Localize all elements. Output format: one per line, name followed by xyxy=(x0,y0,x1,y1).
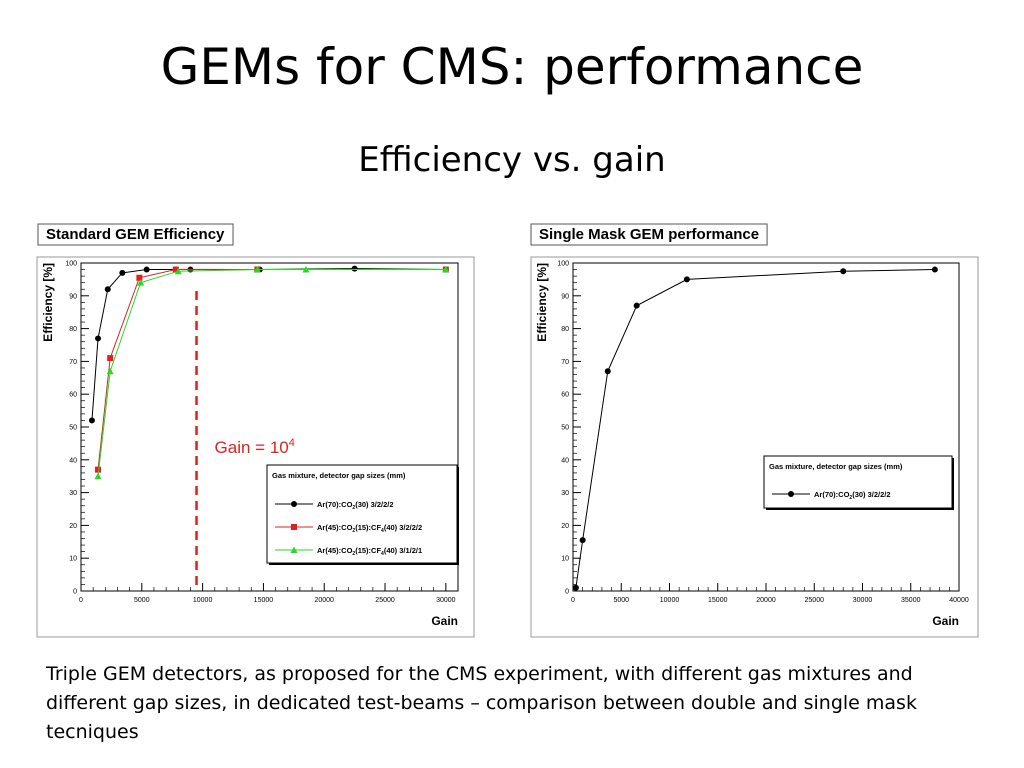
x-tick-label: 5000 xyxy=(134,597,150,604)
data-point xyxy=(174,267,182,275)
x-tick-label: 25000 xyxy=(805,597,825,604)
x-tick-label: 10000 xyxy=(193,597,213,604)
data-point xyxy=(572,584,579,591)
chart-title: Single Mask GEM performance xyxy=(539,226,759,243)
y-tick-label: 50 xyxy=(561,425,569,432)
series-0 xyxy=(88,265,449,424)
data-point xyxy=(931,266,938,273)
legend-box xyxy=(266,464,458,564)
data-point xyxy=(88,417,95,424)
slide-title: GEMs for CMS: performance xyxy=(160,38,864,96)
legend: Gas mixture, detector gap sizes (mm) Ar(7… xyxy=(763,455,954,510)
y-axis-label: Efficiency [%] xyxy=(535,263,549,342)
legend-entry: Ar(70):CO2(30) 3/2/2/2 xyxy=(814,490,891,501)
chart-single-mask-gem-performance: Single Mask GEM performance 0 10 20 30 40 50 60… xyxy=(530,223,979,638)
x-tick-label: 0 xyxy=(571,597,575,604)
legend-box xyxy=(763,455,953,509)
legend-entry: Ar(70):CO2(30) 3/2/2/2 xyxy=(317,500,394,511)
data-point xyxy=(95,466,102,473)
data-point xyxy=(683,276,690,283)
x-tick-label: 30000 xyxy=(853,597,873,604)
legend-marker xyxy=(290,546,298,553)
x-tick-label: 20000 xyxy=(756,597,776,604)
x-tick-label: 15000 xyxy=(708,597,728,604)
x-tick-label: 40000 xyxy=(949,597,969,604)
y-tick-label: 50 xyxy=(69,425,77,432)
x-axis-label: Gain xyxy=(431,614,458,628)
x-tick-label: 15000 xyxy=(254,597,274,604)
chart-frame xyxy=(530,256,979,638)
axis-ticks: 0 10 20 30 40 50 60 70 80 90 100 0 5000 10000 15000 200… xyxy=(557,261,969,605)
y-tick-label: 60 xyxy=(69,392,77,399)
data-point xyxy=(94,472,102,480)
data-point xyxy=(107,355,114,362)
y-tick-label: 100 xyxy=(65,261,77,268)
data-point xyxy=(442,266,450,273)
y-tick-label: 90 xyxy=(561,293,569,300)
y-tick-label: 30 xyxy=(561,490,569,497)
slide-subtitle: Efficiency vs. gain xyxy=(358,140,666,180)
y-tick-label: 20 xyxy=(69,523,77,530)
x-axis-label: Gain xyxy=(932,614,959,628)
data-point xyxy=(143,266,150,273)
legend-entry: Ar(45):CO2(15):CF4(40) 3/2/2/2 xyxy=(317,523,422,534)
y-tick-label: 60 xyxy=(561,392,569,399)
x-tick-label: 5000 xyxy=(613,597,629,604)
y-tick-label: 90 xyxy=(69,293,77,300)
data-point xyxy=(172,266,179,273)
x-tick-label: 20000 xyxy=(314,597,334,604)
axis-ticks: 0 10 20 30 40 50 60 70 80 90 100 0 5000 10000 15000 200… xyxy=(65,261,459,604)
data-point xyxy=(104,286,111,293)
legend-title: Gas mixture, detector gap sizes (mm) xyxy=(272,471,406,480)
legend: Gas mixture, detector gap sizes (mm) Ar(7… xyxy=(266,464,459,565)
y-tick-label: 10 xyxy=(561,556,569,563)
chart-frame xyxy=(36,256,475,638)
y-tick-label: 80 xyxy=(69,326,77,333)
x-tick-label: 0 xyxy=(79,597,83,604)
x-tick-label: 30000 xyxy=(436,597,456,604)
chart-standard-gem-efficiency: Standard GEM Efficiency 0 10 20 30 40 50 60 70 80… xyxy=(36,223,475,638)
data-point xyxy=(351,265,358,272)
chart-title-box xyxy=(37,223,234,246)
legend-marker xyxy=(291,501,297,507)
legend-title: Gas mixture, detector gap sizes (mm) xyxy=(769,462,903,471)
y-tick-label: 20 xyxy=(561,523,569,530)
y-tick-label: 0 xyxy=(73,589,77,596)
y-tick-label: 80 xyxy=(561,326,569,333)
data-point xyxy=(137,279,145,286)
y-tick-label: 100 xyxy=(557,261,569,268)
chart-title: Standard GEM Efficiency xyxy=(46,226,225,243)
gain-annotation: Gain = 104 xyxy=(215,437,295,457)
y-tick-label: 30 xyxy=(69,490,77,497)
data-point xyxy=(302,266,310,273)
series-2 xyxy=(94,266,450,480)
data-point xyxy=(253,266,261,273)
y-tick-label: 40 xyxy=(561,457,569,464)
legend-marker xyxy=(788,491,794,497)
slide-caption: Triple GEM detectors, as proposed for th… xyxy=(46,663,917,743)
x-tick-label: 35000 xyxy=(901,597,921,604)
data-point xyxy=(604,368,611,375)
y-tick-label: 70 xyxy=(561,359,569,366)
data-point xyxy=(633,302,640,309)
x-tick-label: 25000 xyxy=(375,597,395,604)
data-point xyxy=(136,274,143,281)
data-point xyxy=(579,537,586,544)
y-tick-label: 0 xyxy=(565,589,569,596)
legend-marker xyxy=(291,524,297,530)
data-point xyxy=(106,367,114,375)
data-point xyxy=(95,335,102,342)
y-tick-label: 40 xyxy=(69,457,77,464)
y-tick-label: 70 xyxy=(69,359,77,366)
chart-title-box xyxy=(530,223,768,246)
x-tick-label: 10000 xyxy=(660,597,680,604)
data-point xyxy=(119,269,126,276)
data-point xyxy=(840,268,847,275)
series-0 xyxy=(572,266,938,591)
y-tick-label: 10 xyxy=(69,556,77,563)
legend-entry: Ar(45):CO2(15):CF4(40) 3/1/2/1 xyxy=(317,546,422,557)
y-axis-label: Efficiency [%] xyxy=(41,263,55,342)
